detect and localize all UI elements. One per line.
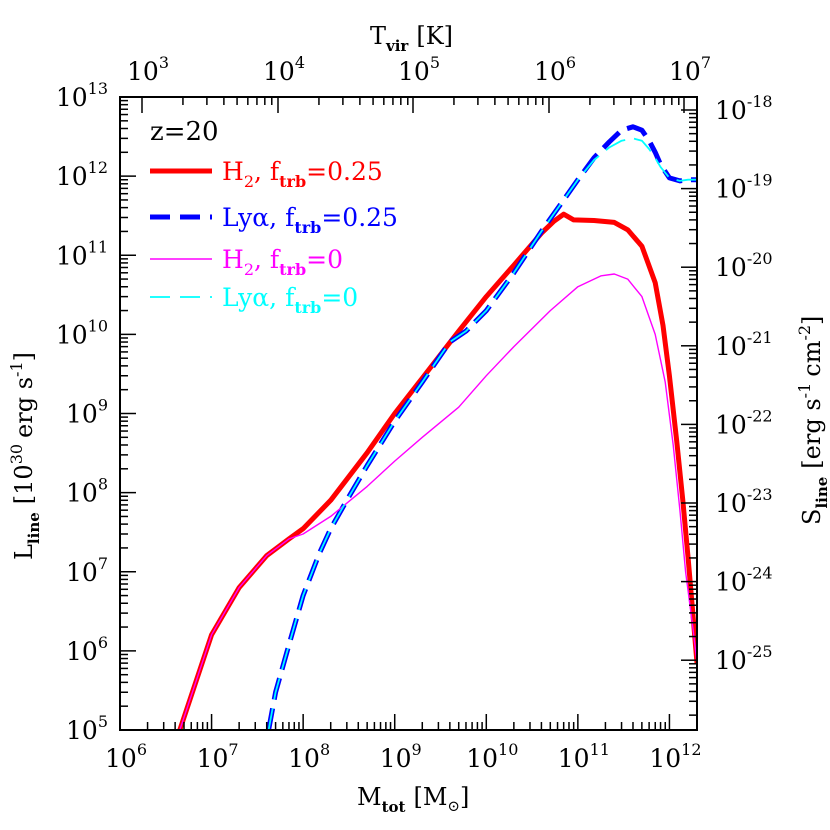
chart-ticks	[119, 96, 698, 731]
top-tick-label: 106	[534, 53, 576, 86]
y-axis-label: Lline[1030erg s-1]	[7, 352, 43, 560]
x-tick-label: 106	[105, 740, 147, 773]
chart-labels: 106 107 108 109 1010 1011 10121051061071081091…	[56, 53, 773, 773]
x-tick-label: 107	[197, 740, 239, 773]
right-tick-label: 10-21	[715, 328, 773, 361]
right-tick-label: 10-22	[715, 406, 773, 439]
chart-curves	[177, 124, 697, 730]
right-tick-label: 10-23	[715, 485, 773, 518]
right-tick-label: 10-19	[715, 171, 773, 204]
y-tick-label: 109	[66, 396, 108, 429]
series-line-3	[267, 137, 697, 730]
right-tick-label: 10-24	[715, 564, 773, 597]
y-tick-label: 106	[66, 633, 108, 666]
series-line-0	[177, 211, 697, 730]
x-tick-label: 109	[380, 740, 422, 773]
top-tick-label: 107	[669, 53, 711, 86]
right-axis-label: Sline[erg s-1cm-2]	[795, 316, 830, 525]
plot-frame	[119, 96, 698, 731]
y-tick-label: 1011	[56, 237, 108, 270]
x-tick-label: 1012	[649, 740, 701, 773]
y-tick-label: 1013	[56, 79, 108, 112]
legend: H2, ftrb=0.25 Lyα, ftrb=0.25 H2, ftrb=0 Lyα…	[150, 157, 398, 317]
redshift-annotation: z=20	[150, 117, 219, 147]
right-tick-label: 10-18	[715, 92, 773, 125]
x-axis-label: Mtot [M⊙]	[357, 783, 469, 816]
legend-label-0: H2, ftrb=0.25	[222, 157, 383, 191]
x-tick-label: 108	[288, 740, 330, 773]
right-tick-label: 10-25	[715, 642, 773, 675]
series-line-2	[179, 273, 697, 730]
y-tick-label: 105	[66, 712, 108, 745]
y-tick-label: 1012	[56, 158, 108, 191]
y-tick-label: 1010	[56, 316, 108, 349]
top-axis-label: Tvir [K]	[370, 22, 453, 55]
legend-label-3: Lyα, ftrb=0	[222, 283, 358, 317]
top-tick-label: 104	[263, 53, 305, 86]
x-tick-label: 1011	[558, 740, 610, 773]
legend-label-1: Lyα, ftrb=0.25	[222, 203, 398, 237]
y-tick-label: 108	[66, 475, 108, 508]
top-tick-label: 103	[127, 53, 169, 86]
right-tick-label: 10-20	[715, 249, 773, 282]
y-tick-label: 107	[66, 554, 108, 587]
top-tick-label: 105	[398, 53, 440, 86]
legend-label-2: H2, ftrb=0	[222, 245, 343, 279]
x-tick-label: 1010	[466, 740, 518, 773]
